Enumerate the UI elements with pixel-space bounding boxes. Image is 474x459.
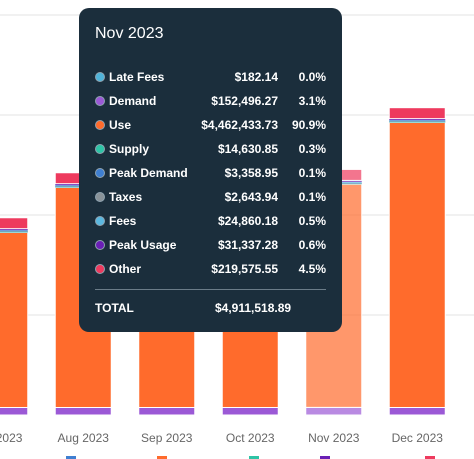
tooltip-row-percent: 0.5%: [298, 214, 326, 228]
tooltip-row-label: Fees: [109, 214, 137, 228]
tooltip-row-label: Peak Demand: [109, 166, 188, 180]
x-tick-label: Oct 2023: [226, 431, 275, 445]
tooltip-row-percent: 0.6%: [298, 238, 326, 252]
tooltip-row-percent: 3.1%: [298, 94, 326, 108]
tooltip-divider: [95, 289, 326, 290]
legend-swatch: [157, 456, 167, 459]
bar-segment[interactable]: [0, 406, 29, 416]
bar-segment[interactable]: [389, 118, 446, 121]
x-tick-label: Dec 2023: [392, 431, 444, 445]
legend-swatch: [66, 456, 76, 459]
series-dot-icon: [95, 96, 105, 106]
chart-tooltip: Nov 2023 Late Fees $182.14 0.0% Demand $152,…: [79, 8, 342, 332]
bar-segment[interactable]: [389, 120, 446, 122]
bar-segment[interactable]: [0, 217, 29, 230]
bar-segment[interactable]: [388, 406, 446, 416]
tooltip-row-percent: 0.1%: [298, 190, 326, 204]
tooltip-row-value: $14,630.85: [217, 142, 278, 156]
series-dot-icon: [95, 192, 105, 202]
bar-segment[interactable]: [221, 406, 279, 416]
legend-swatch: [320, 456, 330, 459]
tooltip-row-value: $219,575.55: [211, 262, 278, 276]
series-dot-icon: [95, 120, 105, 130]
tooltip-row-value: $3,358.95: [224, 166, 278, 180]
tooltip-total-row: TOTAL $4,911,518.89: [95, 293, 326, 323]
tooltip-row: Peak Demand $3,358.95 0.1%: [95, 161, 326, 185]
tooltip-row: Supply $14,630.85 0.3%: [95, 137, 326, 161]
tooltip-row: Use $4,462,433.73 90.9%: [95, 113, 326, 137]
legend-swatch: [249, 456, 259, 459]
bar-segment[interactable]: [389, 121, 446, 123]
tooltip-row-value: $2,643.94: [224, 190, 278, 204]
series-dot-icon: [95, 264, 105, 274]
tooltip-row-percent: 0.3%: [298, 142, 326, 156]
bar-segment[interactable]: [138, 406, 196, 416]
tooltip-total-label: TOTAL: [95, 301, 134, 315]
tooltip-row-label: Late Fees: [109, 70, 165, 84]
bar-segment[interactable]: [388, 121, 446, 408]
x-tick-label: Sep 2023: [141, 431, 193, 445]
tooltip-row-value: $182.14: [234, 70, 278, 84]
series-dot-icon: [95, 168, 105, 178]
tooltip-row-label: Supply: [109, 142, 150, 156]
x-tick-label: Jul 2023: [0, 431, 23, 445]
legend-swatch: [425, 456, 435, 459]
tooltip-row-label: Peak Usage: [109, 238, 177, 252]
tooltip-row-value: $24,860.18: [217, 214, 278, 228]
tooltip-title: Nov 2023: [95, 25, 164, 42]
series-dot-icon: [95, 72, 105, 82]
bar-segment[interactable]: [388, 107, 446, 120]
bar-segment[interactable]: [305, 406, 363, 416]
tooltip-row: Demand $152,496.27 3.1%: [95, 89, 326, 113]
series-dot-icon: [95, 144, 105, 154]
tooltip-row-label: Taxes: [109, 190, 143, 204]
tooltip-row-value: $152,496.27: [211, 94, 278, 108]
tooltip-row: Fees $24,860.18 0.5%: [95, 209, 326, 233]
x-tick-label: Aug 2023: [58, 431, 110, 445]
tooltip-row: Taxes $2,643.94 0.1%: [95, 185, 326, 209]
tooltip-row-value: $4,462,433.73: [201, 118, 278, 132]
bar-segment[interactable]: [0, 231, 29, 408]
bar-segment[interactable]: [0, 231, 28, 233]
tooltip-total-value: $4,911,518.89: [215, 301, 292, 315]
bar-segment[interactable]: [0, 231, 28, 232]
tooltip-row-percent: 4.5%: [298, 262, 326, 276]
tooltip-row-percent: 0.1%: [298, 166, 326, 180]
bar-segment[interactable]: [54, 406, 112, 416]
tooltip-row-percent: 90.9%: [291, 118, 326, 132]
bar-segment[interactable]: [0, 228, 28, 231]
tooltip-row-label: Demand: [109, 94, 157, 108]
bar-segment[interactable]: [0, 230, 28, 232]
bar-segment[interactable]: [389, 121, 446, 122]
tooltip-row-label: Other: [109, 262, 142, 276]
tooltip-row: Peak Usage $31,337.28 0.6%: [95, 233, 326, 257]
tooltip-row-percent: 0.0%: [298, 70, 326, 84]
tooltip-row-label: Use: [109, 118, 132, 132]
tooltip-row: Late Fees $182.14 0.0%: [95, 65, 326, 89]
tooltip-row-value: $31,337.28: [217, 238, 278, 252]
x-tick-label: Nov 2023: [308, 431, 360, 445]
series-dot-icon: [95, 216, 105, 226]
series-dot-icon: [95, 240, 105, 250]
tooltip-row: Other $219,575.55 4.5%: [95, 257, 326, 281]
